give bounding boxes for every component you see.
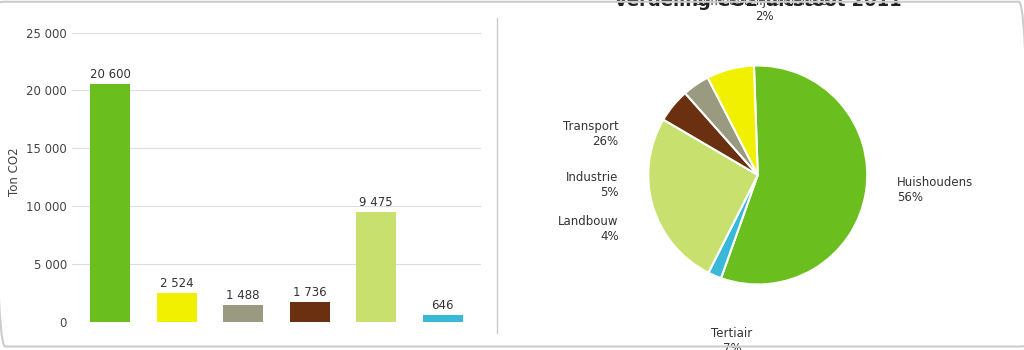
Bar: [423, 315, 463, 322]
Wedge shape: [685, 78, 758, 175]
Text: Transport
26%: Transport 26%: [563, 120, 618, 148]
Text: 2 524: 2 524: [160, 277, 194, 290]
Wedge shape: [709, 175, 758, 278]
Bar: [223, 305, 263, 322]
Wedge shape: [664, 93, 758, 175]
Text: Landbouw
4%: Landbouw 4%: [558, 215, 618, 243]
Bar: [90, 84, 130, 322]
Text: Huishoudens
56%: Huishoudens 56%: [897, 176, 973, 204]
Text: 1 488: 1 488: [226, 289, 260, 302]
Y-axis label: Ton CO2: Ton CO2: [7, 147, 20, 196]
Text: 646: 646: [431, 299, 454, 312]
Wedge shape: [721, 65, 867, 285]
Text: 9 475: 9 475: [359, 196, 393, 209]
Text: 1 736: 1 736: [293, 286, 327, 299]
Wedge shape: [648, 120, 758, 273]
Bar: [157, 293, 197, 322]
Wedge shape: [708, 65, 758, 175]
Bar: [290, 302, 330, 322]
Text: 20 600: 20 600: [90, 68, 131, 80]
Bar: [356, 212, 396, 322]
Text: Gemeentelijke diensten
2%: Gemeentelijke diensten 2%: [694, 0, 835, 23]
Text: Tertiair
7%: Tertiair 7%: [712, 327, 753, 350]
Text: Industrie
5%: Industrie 5%: [566, 171, 618, 199]
Title: Verdeling CO2-uitstoot 2011: Verdeling CO2-uitstoot 2011: [614, 0, 901, 10]
